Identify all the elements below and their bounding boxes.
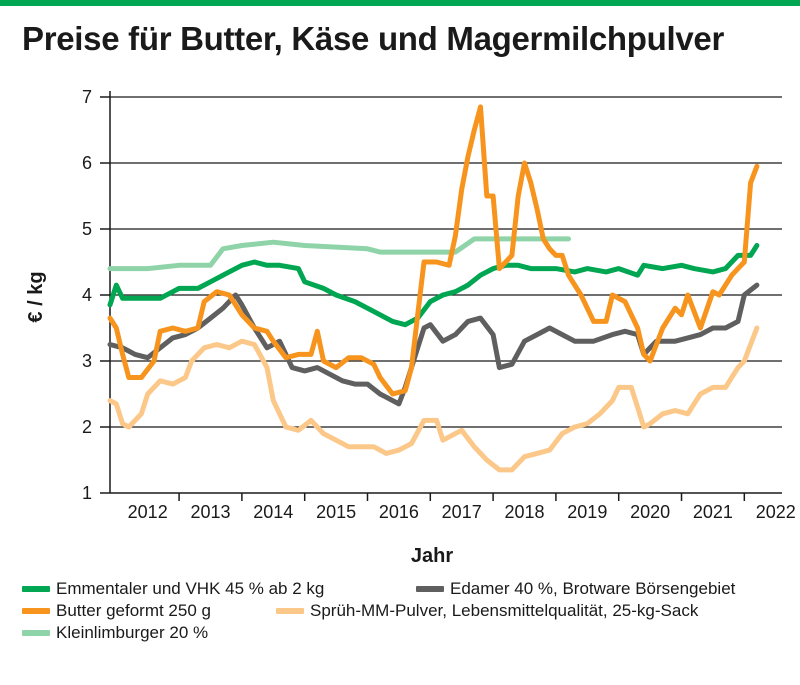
legend-swatch xyxy=(22,630,50,636)
y-tick-label: 6 xyxy=(82,153,92,173)
x-tick-label: 2019 xyxy=(567,502,607,522)
series-line-sprhmmpulver xyxy=(107,325,760,473)
x-tick-label: 2021 xyxy=(693,502,733,522)
x-tick-label: 2022 xyxy=(756,502,796,522)
chart-title: Preise für Butter, Käse und Magermilchpu… xyxy=(22,20,725,57)
legend-label: Butter geformt 250 g xyxy=(56,601,211,620)
x-tick-label: 2017 xyxy=(442,502,482,522)
x-tick-label: 2013 xyxy=(190,502,230,522)
legend-label: Edamer 40 %, Brotware Börsengebiet xyxy=(450,579,736,598)
x-axis-label: Jahr xyxy=(411,545,453,567)
y-tick-label: 7 xyxy=(82,87,92,107)
y-tick-label: 2 xyxy=(82,417,92,437)
legend-item-kleinlimburger: Kleinlimburger 20 % xyxy=(22,622,208,644)
legend-label: Kleinlimburger 20 % xyxy=(56,623,209,642)
top-accent-bar xyxy=(0,0,800,6)
axes: 1 2 3 4 5 6 7 2012 2013 2014 2015 2016 2017 2018 2019 2… xyxy=(82,87,796,522)
legend-swatch xyxy=(416,586,444,592)
legend-label: Emmentaler und VHK 45 % ab 2 kg xyxy=(56,579,325,598)
y-tick-label: 3 xyxy=(82,351,92,371)
y-tick-label: 5 xyxy=(82,219,92,239)
x-tick-label: 2015 xyxy=(316,502,356,522)
legend-item-edamer: Edamer 40 %, Brotware Börsengebiet xyxy=(416,578,735,600)
series-line-emmentaler xyxy=(107,243,760,328)
series-line-butter xyxy=(107,104,760,397)
x-tick-label: 2020 xyxy=(630,502,670,522)
y-axis-label: € / kg xyxy=(25,271,47,322)
series-line-kleinlimburger xyxy=(107,236,571,272)
legend-item-emmentaler: Emmentaler und VHK 45 % ab 2 kg xyxy=(22,578,324,600)
x-tick-label: 2016 xyxy=(379,502,419,522)
legend-swatch xyxy=(276,608,304,614)
x-tick-label: 2014 xyxy=(253,502,293,522)
chart-area: 1 2 3 4 5 6 7 2012 2013 2014 2015 2016 2017 2018 2019 2… xyxy=(25,87,796,567)
x-tick-label: 2012 xyxy=(128,502,168,522)
y-tick-label: 1 xyxy=(82,483,92,503)
y-tick-label: 4 xyxy=(82,285,92,305)
legend-swatch xyxy=(22,608,50,614)
legend-item-mm-pulver: Sprüh-MM-Pulver, Lebensmittelqualität, 2… xyxy=(276,600,698,622)
legend-item-butter: Butter geformt 250 g xyxy=(22,600,211,622)
series-lines xyxy=(107,104,760,473)
legend-swatch xyxy=(22,586,50,592)
x-tick-label: 2018 xyxy=(504,502,544,522)
legend-label: Sprüh-MM-Pulver, Lebensmittelqualität, 2… xyxy=(310,601,699,620)
